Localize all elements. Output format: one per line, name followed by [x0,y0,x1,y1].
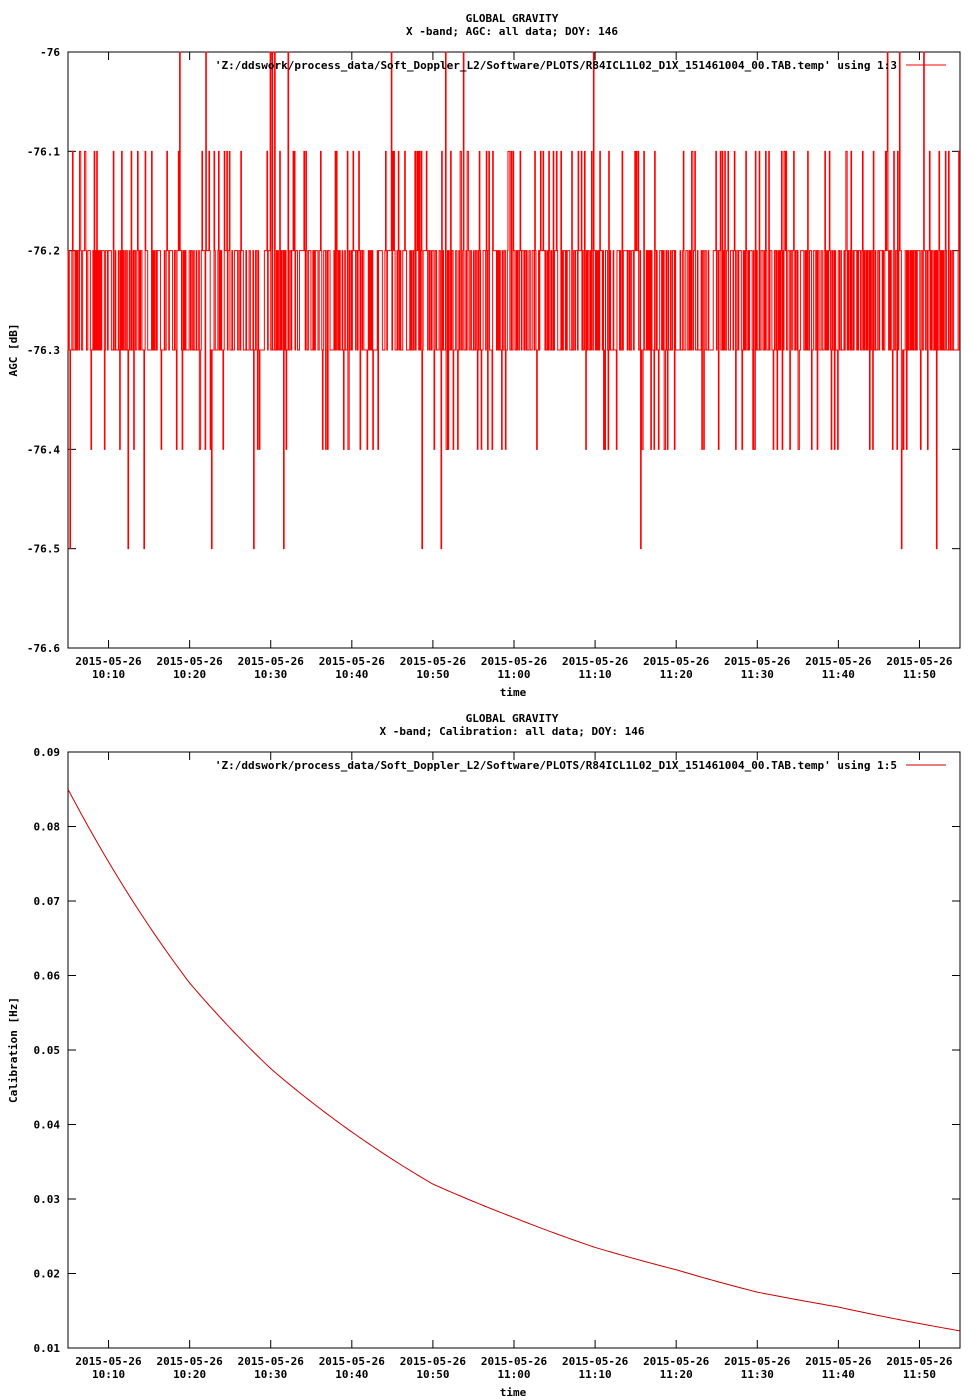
agc-x-axis-label: time [500,686,527,699]
calibration-x-tick-time: 11:40 [822,1368,855,1381]
agc-x-tick-date: 2015-05-26 [238,655,305,668]
agc-x-tick-time: 11:00 [497,668,530,681]
calibration-y-axis-label: Calibration [Hz] [7,997,20,1103]
calibration-y-tick-label: 0.02 [34,1268,61,1281]
calibration-x-tick-date: 2015-05-26 [157,1355,224,1368]
agc-x-axis: 2015-05-2610:102015-05-2610:202015-05-26… [75,52,953,681]
agc-chart-subtitle: X -band; AGC: all data; DOY: 146 [406,25,618,38]
calibration-x-tick-date: 2015-05-26 [886,1355,953,1368]
calibration-x-tick-date: 2015-05-26 [643,1355,710,1368]
calibration-x-axis: 2015-05-2610:102015-05-2610:202015-05-26… [75,752,953,1381]
calibration-x-tick-date: 2015-05-26 [805,1355,872,1368]
agc-y-tick-label: -76.3 [27,344,60,357]
calibration-x-tick-time: 11:30 [741,1368,774,1381]
calibration-chart: GLOBAL GRAVITY X -band; Calibration: all… [7,712,961,1399]
agc-y-tick-label: -76.6 [27,642,60,655]
calibration-x-tick-time: 10:30 [254,1368,287,1381]
agc-x-tick-date: 2015-05-26 [157,655,224,668]
calibration-y-tick-label: 0.01 [34,1342,61,1355]
agc-x-tick-time: 11:10 [579,668,612,681]
agc-y-axis-label: AGC [dB] [7,324,20,377]
calibration-legend-label: 'Z:/ddswork/process_data/Soft_Doppler_L2… [215,759,897,772]
agc-x-tick-date: 2015-05-26 [75,655,142,668]
agc-series [67,51,960,550]
calibration-x-tick-time: 11:00 [497,1368,530,1381]
calibration-x-tick-date: 2015-05-26 [319,1355,386,1368]
agc-x-tick-time: 11:20 [660,668,693,681]
agc-series-line [67,51,960,550]
calibration-x-tick-time: 10:50 [416,1368,449,1381]
calibration-x-tick-time: 11:10 [579,1368,612,1381]
calibration-y-tick-label: 0.03 [34,1193,61,1206]
agc-x-tick-date: 2015-05-26 [400,655,467,668]
calibration-x-tick-date: 2015-05-26 [400,1355,467,1368]
agc-y-tick-label: -76.2 [27,245,60,258]
agc-x-tick-time: 10:20 [173,668,206,681]
agc-y-tick-label: -76 [40,46,60,59]
calibration-x-axis-label: time [500,1386,527,1399]
calibration-series-line [67,789,961,1332]
calibration-x-tick-time: 11:20 [660,1368,693,1381]
agc-chart-title: GLOBAL GRAVITY [466,12,559,25]
calibration-y-tick-label: 0.05 [34,1044,61,1057]
calibration-x-tick-date: 2015-05-26 [75,1355,142,1368]
calibration-y-tick-label: 0.06 [34,970,61,983]
agc-legend-label: 'Z:/ddswork/process_data/Soft_Doppler_L2… [215,59,897,72]
agc-x-tick-date: 2015-05-26 [562,655,629,668]
calibration-y-tick-label: 0.07 [34,895,61,908]
agc-x-tick-time: 10:10 [92,668,125,681]
agc-y-tick-label: -76.1 [27,145,60,158]
agc-x-tick-date: 2015-05-26 [724,655,791,668]
agc-x-tick-time: 10:40 [335,668,368,681]
calibration-chart-subtitle: X -band; Calibration: all data; DOY: 146 [380,725,645,738]
calibration-x-tick-time: 11:50 [903,1368,936,1381]
agc-x-tick-date: 2015-05-26 [319,655,386,668]
agc-x-tick-date: 2015-05-26 [805,655,872,668]
calibration-series [67,789,961,1332]
calibration-x-tick-time: 10:20 [173,1368,206,1381]
agc-chart: GLOBAL GRAVITY X -band; AGC: all data; D… [7,12,961,699]
agc-x-tick-date: 2015-05-26 [886,655,953,668]
agc-x-tick-time: 10:50 [416,668,449,681]
calibration-x-tick-date: 2015-05-26 [562,1355,629,1368]
agc-x-tick-time: 11:50 [903,668,936,681]
calibration-x-tick-time: 10:40 [335,1368,368,1381]
agc-x-tick-time: 11:30 [741,668,774,681]
calibration-x-tick-time: 10:10 [92,1368,125,1381]
agc-x-tick-date: 2015-05-26 [643,655,710,668]
agc-y-tick-label: -76.5 [27,543,60,556]
calibration-y-axis: 0.09 0.08 0.07 0.06 0.05 0.04 0.03 0.02 0.01 [34,746,960,1355]
calibration-y-tick-label: 0.09 [34,746,61,759]
calibration-plot-frame [67,751,961,1349]
calibration-chart-title: GLOBAL GRAVITY [466,712,559,725]
agc-x-tick-time: 11:40 [822,668,855,681]
agc-y-tick-label: -76.4 [27,443,60,456]
calibration-x-tick-date: 2015-05-26 [481,1355,548,1368]
calibration-y-tick-label: 0.08 [34,821,61,834]
agc-x-tick-time: 10:30 [254,668,287,681]
calibration-y-tick-label: 0.04 [34,1119,61,1132]
calibration-x-tick-date: 2015-05-26 [238,1355,305,1368]
calibration-x-tick-date: 2015-05-26 [724,1355,791,1368]
agc-x-tick-date: 2015-05-26 [481,655,548,668]
